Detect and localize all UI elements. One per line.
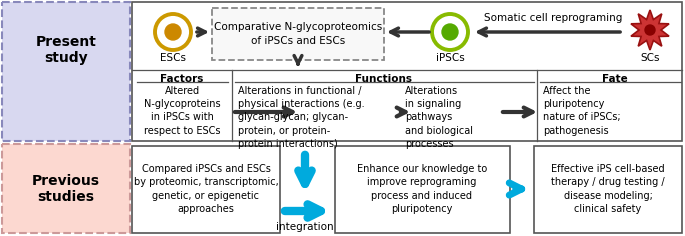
Bar <box>335 146 510 233</box>
Text: Factors: Factors <box>160 74 203 84</box>
Text: Alterations in functional /
physical interactions (e.g.
glycan-glycan; glycan-
p: Alterations in functional / physical int… <box>238 86 364 149</box>
Text: Alterations
in signaling
pathways
and biological
processes: Alterations in signaling pathways and bi… <box>405 86 473 149</box>
Text: Fate: Fate <box>602 74 628 84</box>
Circle shape <box>165 24 181 40</box>
Text: Altered
N-glycoproteins
in iPSCs with
respect to ESCs: Altered N-glycoproteins in iPSCs with re… <box>144 86 221 136</box>
Bar <box>132 2 682 141</box>
Bar <box>212 8 384 60</box>
Text: integration: integration <box>276 222 334 232</box>
Bar <box>534 146 682 233</box>
Text: SCs: SCs <box>640 53 660 63</box>
Polygon shape <box>631 10 669 50</box>
Text: iPSCs: iPSCs <box>436 53 464 63</box>
Bar <box>2 144 130 233</box>
Text: Compared iPSCs and ESCs
by proteomic, transcriptomic,
genetic, or epigenetic
app: Compared iPSCs and ESCs by proteomic, tr… <box>134 164 278 214</box>
Text: Functions: Functions <box>356 74 412 84</box>
Text: Present
study: Present study <box>36 35 97 65</box>
Text: Previous
studies: Previous studies <box>32 174 100 204</box>
Text: Affect the
pluripotency
nature of iPSCs;
pathogenesis: Affect the pluripotency nature of iPSCs;… <box>543 86 621 136</box>
Circle shape <box>442 24 458 40</box>
Bar <box>2 2 130 141</box>
Bar <box>132 146 280 233</box>
Text: Somatic cell reprograming: Somatic cell reprograming <box>484 13 622 23</box>
Text: ESCs: ESCs <box>160 53 186 63</box>
Text: Effective iPS cell-based
therapy / drug testing /
disease modeling;
clinical saf: Effective iPS cell-based therapy / drug … <box>551 164 665 214</box>
Text: Enhance our knowledge to
improve reprograming
process and induced
pluripotency: Enhance our knowledge to improve reprogr… <box>357 164 487 214</box>
Circle shape <box>645 25 655 35</box>
Text: Comparative N-glycoproteomics
of iPSCs and ESCs: Comparative N-glycoproteomics of iPSCs a… <box>214 22 382 46</box>
